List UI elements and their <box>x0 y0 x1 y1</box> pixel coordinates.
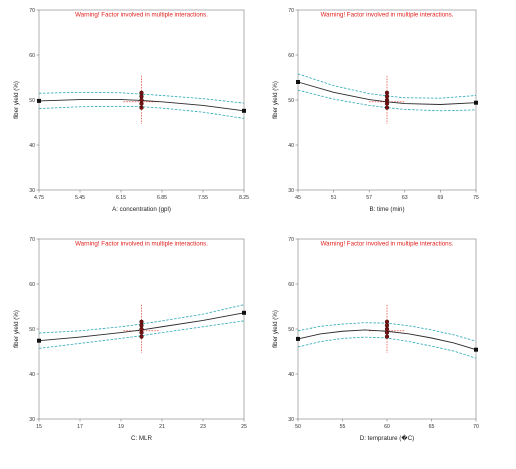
x-tick-label: 75 <box>473 195 479 201</box>
y-tick-label: 70 <box>29 8 35 14</box>
end-point-marker <box>242 108 246 113</box>
x-tick-label: 7.55 <box>198 195 208 201</box>
y-tick-label: 30 <box>288 417 294 423</box>
x-tick-label: 55 <box>340 424 346 430</box>
factor-plot-1: 30 40 50 60 70 4.75 5.45 6.15 6.85 7.55 8.25 A: con… <box>13 8 249 213</box>
x-axis-label: C: MLR <box>131 435 153 442</box>
design-point <box>139 330 144 335</box>
x-tick-label: 15 <box>36 424 42 430</box>
design-point <box>384 101 390 106</box>
x-tick-label: 6.15 <box>116 195 126 201</box>
confidence-band-upper <box>38 91 245 104</box>
design-point <box>384 330 390 335</box>
design-point <box>139 105 144 110</box>
y-axis-label: fiber yield (%) <box>13 81 20 119</box>
y-tick-label: 40 <box>288 372 294 378</box>
x-tick-label: 57 <box>366 195 372 201</box>
design-point <box>384 323 390 328</box>
x-tick-label: 45 <box>295 195 301 201</box>
y-tick-label: 30 <box>29 417 35 423</box>
x-axis-label: B: time (min) <box>369 206 404 213</box>
design-point <box>139 326 144 332</box>
y-tick-label: 60 <box>29 53 35 59</box>
x-tick-label: 63 <box>402 195 408 201</box>
x-axis-label: A: concentration (gpl) <box>112 206 171 213</box>
end-point-marker <box>474 347 478 352</box>
end-point-marker <box>37 98 41 103</box>
y-tick-label: 40 <box>29 143 35 149</box>
design-point <box>139 319 144 324</box>
factor-plot-2: 30 40 50 60 70 45 51 57 63 69 75 B: time (min) fiber… <box>272 8 479 213</box>
y-tick-label: 70 <box>29 237 35 243</box>
x-tick-label: 51 <box>331 195 337 201</box>
x-tick-label: 19 <box>118 424 124 430</box>
x-tick-label: 21 <box>159 424 165 430</box>
y-tick-label: 40 <box>29 372 35 378</box>
design-point <box>139 323 144 328</box>
y-axis-label: fiber yield (%) <box>13 310 20 348</box>
x-tick-label: 4.75 <box>34 195 44 201</box>
y-tick-label: 40 <box>288 143 294 149</box>
x-tick-label: 23 <box>200 424 206 430</box>
x-axis-label: D: temprature (�C) <box>360 434 414 442</box>
design-point <box>384 319 390 324</box>
design-point <box>384 97 390 103</box>
y-tick-label: 30 <box>288 188 294 194</box>
warning-message: Warning! Factor involved in multiple int… <box>321 241 454 248</box>
factor-plot-4: 30 40 50 60 70 50 55 60 65 70 D: temprature (�C) fi… <box>272 237 479 442</box>
y-tick-label: 50 <box>288 327 294 333</box>
y-tick-label: 50 <box>288 98 294 104</box>
warning-message: Warning! Factor involved in multiple int… <box>321 12 454 19</box>
confidence-band-lower <box>297 89 477 112</box>
end-point-marker <box>37 338 41 343</box>
y-tick-label: 70 <box>288 8 294 14</box>
design-point <box>139 334 144 339</box>
design-point <box>139 101 144 106</box>
confidence-band-lower <box>38 105 245 119</box>
y-tick-label: 50 <box>29 327 35 333</box>
factor-plot-3: 30 40 50 60 70 15 17 19 21 23 25 C: MLR fiber yield … <box>13 237 247 442</box>
design-point <box>384 105 390 110</box>
design-point <box>384 90 390 95</box>
design-point <box>384 94 390 99</box>
x-tick-label: 60 <box>384 424 390 430</box>
x-tick-label: 17 <box>77 424 83 430</box>
y-axis-label: fiber yield (%) <box>272 81 279 119</box>
confidence-band-lower <box>38 320 245 349</box>
y-tick-label: 30 <box>29 188 35 194</box>
end-point-marker <box>474 100 478 105</box>
design-point <box>139 90 144 95</box>
x-tick-label: 25 <box>241 424 247 430</box>
warning-message: Warning! Factor involved in multiple int… <box>75 12 208 19</box>
design-point <box>384 334 390 339</box>
y-tick-label: 60 <box>288 53 294 59</box>
y-tick-label: 60 <box>29 282 35 288</box>
x-tick-label: 50 <box>295 424 301 430</box>
end-point-marker <box>296 336 300 341</box>
y-tick-label: 50 <box>29 98 35 104</box>
design-point <box>384 326 390 332</box>
end-point-marker <box>242 310 246 315</box>
end-point-marker <box>296 80 300 84</box>
x-tick-label: 6.85 <box>157 195 167 201</box>
confidence-band-upper <box>297 73 477 99</box>
x-tick-label: 69 <box>438 195 444 201</box>
design-point <box>139 94 144 99</box>
x-tick-label: 70 <box>473 424 479 430</box>
design-point <box>139 97 144 103</box>
x-tick-label: 65 <box>429 424 435 430</box>
warning-message: Warning! Factor involved in multiple int… <box>75 241 208 248</box>
y-axis-label: fiber yield (%) <box>272 310 279 348</box>
y-tick-label: 70 <box>288 237 294 243</box>
confidence-band-upper <box>38 304 245 334</box>
x-tick-label: 8.25 <box>239 195 249 201</box>
x-tick-label: 5.45 <box>75 195 85 201</box>
y-tick-label: 60 <box>288 282 294 288</box>
